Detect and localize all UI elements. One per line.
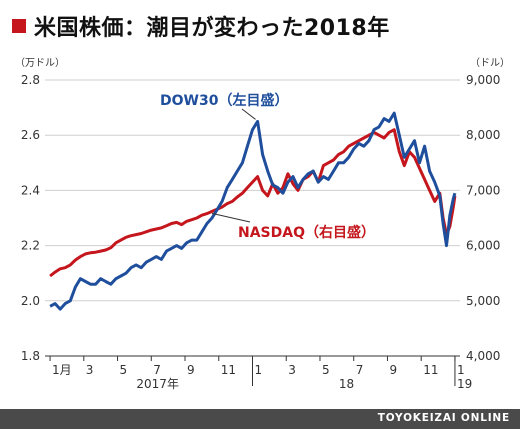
- year-label: 18: [339, 377, 354, 391]
- series-lines: [49, 111, 457, 311]
- x-tick-label: 1: [255, 363, 263, 377]
- x-tick-label: 1: [457, 363, 465, 377]
- x-tick-label: 9: [187, 363, 195, 377]
- x-tick-label: 11: [221, 363, 236, 377]
- x-tick-label: 5: [322, 363, 330, 377]
- dow-label-bg: [158, 90, 250, 109]
- nasdaq-leader: [211, 212, 251, 223]
- year-label: 19: [457, 377, 472, 391]
- title-marker: [12, 19, 26, 33]
- left-tick-label: 2.8: [21, 73, 40, 87]
- series-line-nasdaq: [49, 128, 457, 278]
- x-tick-label: 9: [389, 363, 397, 377]
- source-credit: TOYOKEIZAI ONLINE: [377, 412, 510, 424]
- right-tick-label: 9,000: [466, 73, 500, 87]
- nasdaq-label-bg: [236, 222, 360, 241]
- series-labels: DOW30（左目盛） NASDAQ（右目盛）: [158, 90, 375, 241]
- right-tick-label: 4,000: [466, 349, 500, 363]
- x-tick-label: 7: [153, 363, 161, 377]
- left-tick-label: 2.2: [21, 239, 40, 253]
- x-tick-label: 1月: [52, 363, 72, 377]
- x-tick-label: 5: [120, 363, 128, 377]
- x-tick-label: 3: [288, 363, 296, 377]
- x-tick-label: 3: [86, 363, 94, 377]
- left-axis-unit: （万ドル）: [15, 57, 65, 69]
- right-tick-label: 6,000: [466, 239, 500, 253]
- nasdaq-label: NASDAQ（右目盛）: [238, 224, 375, 241]
- left-tick-label: 1.8: [21, 349, 40, 363]
- right-tick-label: 8,000: [466, 128, 500, 142]
- dow-label: DOW30（左目盛）: [160, 92, 288, 109]
- left-tick-label: 2.4: [21, 183, 40, 197]
- x-tick-label: 11: [423, 363, 438, 377]
- series-line-dow30: [49, 111, 457, 311]
- right-axis-unit: （ドル）: [470, 57, 510, 69]
- dow-leader: [241, 108, 256, 120]
- x-tick-label: 7: [356, 363, 364, 377]
- chart-title: 米国株価：潮目が変わった2018年: [34, 16, 390, 41]
- grid: [45, 79, 460, 357]
- right-tick-label: 5,000: [466, 294, 500, 308]
- left-tick-label: 2.0: [21, 294, 40, 308]
- footer: TOYOKEIZAI ONLINE: [0, 409, 520, 429]
- year-label: 2017年: [136, 377, 179, 391]
- axes: 2.8 2.6 2.4 2.2 2.0 1.8 9,000 8,000 7,000 6,000 5,…: [15, 57, 510, 391]
- left-tick-label: 2.6: [21, 128, 40, 142]
- chart-title-bar: 米国株価：潮目が変わった2018年: [12, 10, 390, 42]
- right-tick-label: 7,000: [466, 183, 500, 197]
- chart: 2.8 2.6 2.4 2.2 2.0 1.8 9,000 8,000 7,000 6,000 5,…: [15, 57, 510, 391]
